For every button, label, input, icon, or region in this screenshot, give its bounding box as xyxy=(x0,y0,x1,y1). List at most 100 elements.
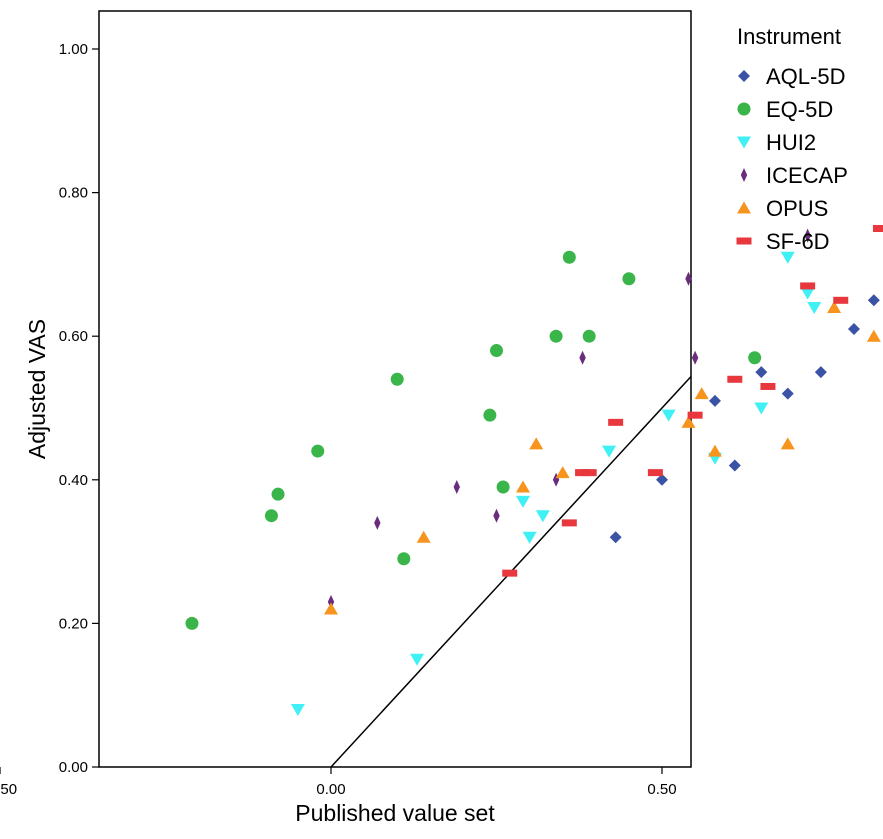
data-point xyxy=(707,444,722,457)
legend-item: AQL-5D xyxy=(738,64,845,89)
data-point xyxy=(748,351,762,365)
series-opus xyxy=(324,300,881,615)
data-point xyxy=(579,350,586,365)
data-point xyxy=(754,402,769,415)
data-point xyxy=(602,445,617,458)
series-aql-5d xyxy=(609,294,880,544)
data-point xyxy=(493,508,500,523)
data-point xyxy=(661,409,676,422)
legend-label: HUI2 xyxy=(766,130,816,155)
x-tick-label: -0.50 xyxy=(0,781,17,798)
y-axis-title: Adjusted VAS xyxy=(24,319,50,459)
series-hui2 xyxy=(290,251,822,717)
data-point xyxy=(872,225,883,232)
legend-label: AQL-5D xyxy=(766,64,845,89)
data-point xyxy=(727,375,743,383)
y-tick-label: 0.80 xyxy=(59,185,88,202)
data-point xyxy=(271,487,285,501)
legend-label: OPUS xyxy=(766,196,828,221)
data-point xyxy=(552,472,560,487)
data-point xyxy=(490,344,503,358)
legend-label: EQ-5D xyxy=(766,97,833,122)
data-point xyxy=(622,272,636,286)
data-point xyxy=(453,479,460,494)
x-tick-label: 0.50 xyxy=(647,781,676,798)
data-point xyxy=(780,251,795,264)
data-point xyxy=(681,415,696,428)
data-point xyxy=(781,387,794,400)
data-point xyxy=(562,250,576,264)
legend-marker xyxy=(740,168,748,182)
data-point xyxy=(814,366,827,379)
data-point xyxy=(515,495,530,508)
data-point xyxy=(410,653,425,666)
y-axis: 0.00 0.20 0.40 0.60 0.80 1.00 xyxy=(59,41,99,776)
legend: Instrument AQL-5D EQ-5D HUI2 ICECAP OPUS SF-6… xyxy=(736,24,848,254)
data-point xyxy=(608,418,624,426)
data-point xyxy=(685,271,692,286)
data-point xyxy=(290,704,305,717)
data-point xyxy=(390,372,404,386)
data-point xyxy=(708,394,721,407)
data-point xyxy=(866,329,881,342)
series-eq-5d xyxy=(185,250,762,630)
data-point xyxy=(847,323,860,336)
data-points xyxy=(185,225,883,717)
data-point xyxy=(728,459,741,472)
data-point xyxy=(833,296,849,304)
legend-marker xyxy=(737,136,751,149)
legend-title: Instrument xyxy=(737,24,841,49)
data-point xyxy=(647,469,663,477)
data-point xyxy=(324,602,338,615)
data-point xyxy=(760,382,776,390)
plot-frame xyxy=(98,10,692,768)
legend-item: ICECAP xyxy=(740,163,848,188)
legend-label: ICECAP xyxy=(766,163,848,188)
data-point xyxy=(694,387,709,400)
data-point xyxy=(827,300,842,313)
data-point xyxy=(807,301,822,314)
legend-item: SF-6D xyxy=(736,229,830,254)
legend-marker xyxy=(738,70,750,82)
data-point xyxy=(529,437,544,450)
legend-item: OPUS xyxy=(737,196,828,221)
y-tick-label: 0.40 xyxy=(59,472,88,489)
data-point xyxy=(535,510,550,523)
data-point xyxy=(555,466,570,479)
y-tick-label: 0.60 xyxy=(59,328,88,345)
legend-item: EQ-5D xyxy=(737,97,833,122)
x-axis-title: Published value set xyxy=(295,800,495,826)
data-point xyxy=(311,444,325,458)
y-tick-label: 0.20 xyxy=(59,615,88,632)
data-point xyxy=(687,411,703,419)
data-point xyxy=(522,531,537,544)
data-point xyxy=(416,530,431,543)
data-point xyxy=(581,469,597,477)
data-point xyxy=(374,515,381,530)
data-point xyxy=(515,480,530,493)
y-tick-label: 1.00 xyxy=(59,41,88,58)
legend-marker xyxy=(737,201,751,214)
legend-label: SF-6D xyxy=(766,229,830,254)
data-point xyxy=(780,437,795,450)
legend-item: HUI2 xyxy=(737,130,816,155)
legend-marker xyxy=(737,102,751,116)
reference-line-group xyxy=(330,375,691,767)
x-axis: -0.500.000.501.00 xyxy=(0,767,677,798)
data-point xyxy=(264,509,278,523)
data-point xyxy=(185,616,199,630)
data-point xyxy=(496,480,510,494)
data-point xyxy=(582,329,596,343)
series-sf-6d xyxy=(502,225,883,577)
data-point xyxy=(656,473,668,486)
data-point xyxy=(691,350,699,365)
data-point xyxy=(804,228,811,243)
data-point xyxy=(755,366,768,379)
data-point xyxy=(800,282,816,290)
y-tick-label: 0.00 xyxy=(59,759,88,776)
data-point xyxy=(483,408,497,422)
legend-marker xyxy=(736,237,752,245)
x-tick-label: 0.00 xyxy=(316,781,345,798)
data-point xyxy=(397,552,411,566)
